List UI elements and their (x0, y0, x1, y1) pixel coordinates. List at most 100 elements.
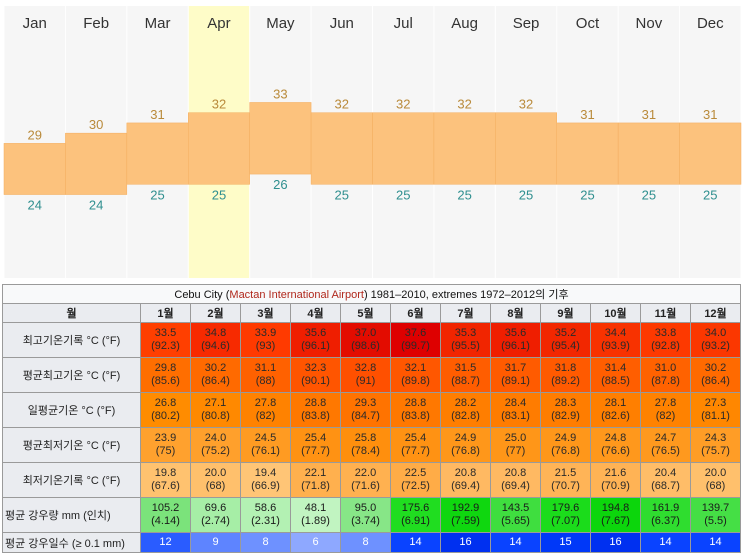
cell-subvalue: (84.7) (351, 410, 380, 422)
cell-value: 37.6 (404, 327, 427, 339)
cell-value: 31.7 (504, 362, 527, 374)
cell-subvalue: (86.4) (201, 375, 230, 387)
table-cell: 175.6 (6.91) (390, 497, 441, 533)
cell-subvalue: (6.91) (401, 515, 430, 527)
cell-value: 69.6 (204, 502, 227, 514)
cell-value: 27.8 (654, 397, 677, 409)
month-label-jul: Jul (394, 15, 413, 32)
cell-value: 24.8 (604, 432, 627, 444)
header-month: 10월 (590, 303, 641, 323)
cell-value: 20.0 (704, 467, 727, 479)
caption-airport-link[interactable]: Mactan International Airport (229, 289, 364, 301)
table-cell: 24.7 (76.5) (640, 427, 691, 463)
table-cell: 32.3 (90.1) (290, 357, 341, 393)
cell-subvalue: (94.6) (201, 340, 230, 352)
row-label: 평균 강우일수 (≥ 0.1 mm) (2, 532, 141, 553)
month-label-nov: Nov (636, 15, 663, 32)
cell-value: 22.0 (354, 467, 377, 479)
table-cell: 33.5 (92.3) (140, 322, 191, 358)
temp-bar-aug (433, 112, 496, 185)
cell-subvalue: (77.7) (401, 445, 430, 457)
table-cell: 34.8 (94.6) (190, 322, 241, 358)
cell-value: 16 (609, 536, 622, 548)
high-label-aug: 32 (457, 97, 471, 112)
cell-value: 28.8 (304, 397, 327, 409)
table-cell: 15 (540, 532, 591, 553)
header-month: 5월 (340, 303, 391, 323)
cell-value: 14 (509, 536, 522, 548)
mean-low-row: 평균최저기온 °C (°F) 23.9 (75) 24.0 (75.2) 24.5 (76.… (2, 427, 741, 463)
cell-subvalue: (3.74) (351, 515, 380, 527)
cell-value: 143.5 (501, 502, 530, 514)
temp-bar-nov (617, 122, 680, 185)
table-cell: 37.0 (98.6) (340, 322, 391, 358)
cell-subvalue: (1.89) (301, 515, 330, 527)
cell-value: 35.2 (554, 327, 577, 339)
table-cell: 30.2 (86.4) (190, 357, 241, 393)
cell-subvalue: (83.8) (301, 410, 330, 422)
cell-subvalue: (76.8) (551, 445, 580, 457)
table-cell: 9 (190, 532, 241, 553)
cell-value: 28.3 (554, 397, 577, 409)
cell-value: 28.1 (604, 397, 627, 409)
cell-value: 14 (409, 536, 422, 548)
high-label-may: 33 (273, 86, 287, 101)
cell-value: 22.1 (304, 467, 327, 479)
table-cell: 14 (490, 532, 541, 553)
cell-subvalue: (6.37) (651, 515, 680, 527)
table-cell: 8 (340, 532, 391, 553)
cell-subvalue: (75.2) (201, 445, 230, 457)
temp-bar-mar (126, 122, 189, 185)
low-label-feb: 24 (89, 198, 103, 213)
cell-value: 22.5 (404, 467, 427, 479)
table-cell: 12 (140, 532, 191, 553)
temp-bar-sep (495, 112, 558, 185)
table-cell: 27.8 (82) (640, 392, 691, 428)
cell-value: 32.3 (304, 362, 327, 374)
table-cell: 69.6 (2.74) (190, 497, 241, 533)
cell-value: 192.9 (451, 502, 480, 514)
cell-value: 25.4 (404, 432, 427, 444)
table-cell: 31.7 (89.1) (490, 357, 541, 393)
table-cell: 161.9 (6.37) (640, 497, 691, 533)
cell-value: 24.7 (654, 432, 677, 444)
cell-value: 24.5 (254, 432, 277, 444)
cell-value: 24.9 (454, 432, 477, 444)
table-cell: 179.6 (7.07) (540, 497, 591, 533)
cell-subvalue: (86.4) (701, 375, 730, 387)
cell-value: 32.8 (354, 362, 377, 374)
cell-value: 25.8 (354, 432, 377, 444)
cell-subvalue: (83.8) (401, 410, 430, 422)
cell-subvalue: (70.9) (601, 480, 630, 492)
table-cell: 194.8 (7.67) (590, 497, 641, 533)
cell-value: 95.0 (354, 502, 377, 514)
cell-value: 161.9 (651, 502, 680, 514)
cell-subvalue: (75.7) (701, 445, 730, 457)
caption-prefix: Cebu City ( (174, 289, 230, 301)
table-cell: 27.3 (81.1) (690, 392, 741, 428)
month-label-oct: Oct (576, 15, 600, 32)
cell-value: 25.0 (504, 432, 527, 444)
header-month-label: 월 (2, 303, 141, 323)
cell-value: 35.6 (304, 327, 327, 339)
table-cell: 28.1 (82.6) (590, 392, 641, 428)
cell-value: 24.9 (554, 432, 577, 444)
cell-subvalue: (2.31) (251, 515, 280, 527)
cell-value: 29.8 (154, 362, 177, 374)
cell-subvalue: (75) (155, 445, 176, 457)
cell-value: 34.4 (604, 327, 627, 339)
cell-subvalue: (82.8) (451, 410, 480, 422)
table-cell: 27.1 (80.8) (190, 392, 241, 428)
cell-subvalue: (78.4) (351, 445, 380, 457)
month-label-feb: Feb (83, 15, 109, 32)
header-month: 7월 (440, 303, 491, 323)
temp-bar-dec (679, 122, 742, 185)
low-label-aug: 25 (457, 187, 471, 202)
header-month: 8월 (490, 303, 541, 323)
cell-subvalue: (87.8) (651, 375, 680, 387)
cell-subvalue: (89.1) (501, 375, 530, 387)
table-cell: 31.4 (88.5) (590, 357, 641, 393)
cell-subvalue: (71.6) (351, 480, 380, 492)
month-label-jun: Jun (330, 15, 354, 32)
table-cell: 20.8 (69.4) (490, 462, 541, 498)
